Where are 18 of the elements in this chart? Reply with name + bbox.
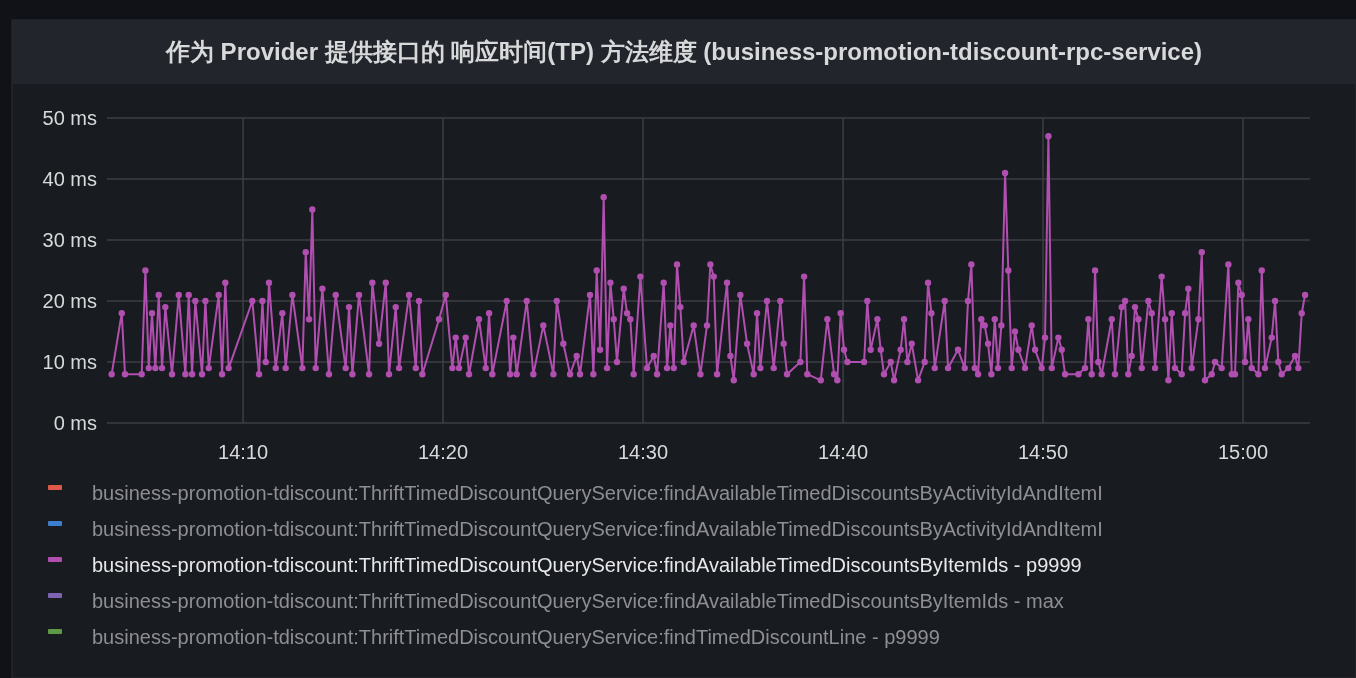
y-tick-label: 0 ms <box>53 412 97 434</box>
x-tick-label: 14:40 <box>818 441 869 463</box>
x-tick-label: 15:00 <box>1218 441 1269 463</box>
chart-title: 作为 Provider 提供接口的 响应时间(TP) 方法维度 (business-promotion-tdiscount-rpc-service) <box>164 38 1203 65</box>
x-tick-label: 14:20 <box>417 441 469 463</box>
legend-label: business-promotion-tdiscount:ThriftTimedDiscountQueryService:findAvailableTimedDiscountsByItemIds - max <box>92 590 1064 612</box>
x-tick-label: 14:10 <box>218 441 269 463</box>
y-tick-label: 50 ms <box>42 107 97 129</box>
legend-label: business-promotion-tdiscount:ThriftTimedDiscountQueryService:findAvailableTimedDiscountsByItemIds - p9999 <box>92 554 1082 576</box>
legend-label: business-promotion-tdiscount:ThriftTimedDiscountQueryService:findAvailableTimedDiscountsByActivityIdAndItemI <box>92 482 1103 504</box>
legend-label: business-promotion-tdiscount:ThriftTimedDiscountQueryService:findAvailableTimedDiscountsByActivityIdAndItemI <box>92 518 1103 540</box>
x-tick-label: 14:50 <box>1017 441 1069 463</box>
y-tick-label: 10 ms <box>42 351 97 373</box>
y-tick-label: 40 ms <box>42 168 97 190</box>
y-tick-label: 30 ms <box>42 229 97 251</box>
legend-label: business-promotion-tdiscount:ThriftTimedDiscountQueryService:findTimedDiscountLine - p9999 <box>92 626 940 648</box>
x-tick-label: 14:30 <box>618 441 669 463</box>
y-tick-label: 20 ms <box>42 290 97 312</box>
